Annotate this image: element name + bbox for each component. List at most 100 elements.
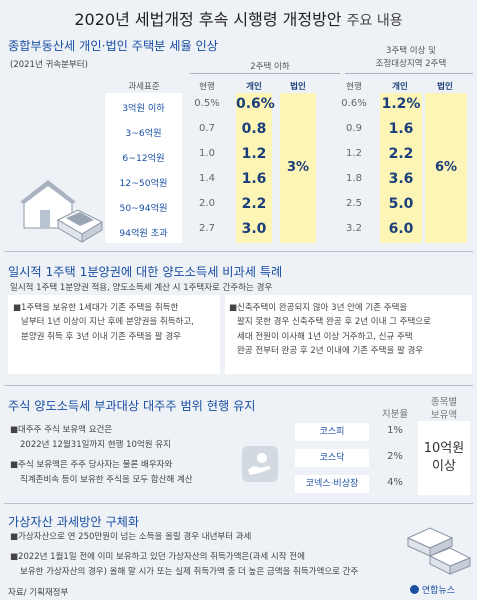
section2-intro: 일시적 1주택 1분양권 적용, 양도소득세 계산 시 1주택자로 간주하는 경…: [10, 283, 273, 293]
line: 팔지 못한 경우 신축주택 완공 후 2년 이내 그 주택으로: [237, 317, 431, 328]
corp2-value: 6%: [434, 160, 458, 175]
base-label: 12~50억원: [119, 178, 168, 189]
share-konex: 4%: [387, 477, 403, 488]
share-kospi: 1%: [387, 425, 403, 436]
section3-heading: 주식 양도소득세 부과대상 대주주 범위 현행 유지: [8, 399, 256, 413]
ind1-value: 0.8: [241, 121, 267, 137]
section2-left-text: ■1주택을 보유한 1세대가 기존 주택을 취득한 날부터 1년 이상이 지난 …: [13, 301, 218, 344]
line: 세대 전원이 이사해 1년 이상 거주하고, 신규 주택: [237, 331, 413, 342]
section4-bullet1: ■가상자산으로 연 250만원이 넘는 소득을 올릴 경우 내년부터 과세: [10, 530, 251, 545]
publisher-logo: 연합뉴스: [410, 583, 455, 596]
holding-value-1: 10억원: [423, 441, 465, 456]
cur2-value: 2.5: [346, 198, 362, 209]
share-kosdaq: 2%: [387, 451, 403, 462]
line: 분양권 취득 후 3년 이내 기존 주택을 팔 경우: [21, 331, 181, 342]
line: ■가상자산으로 연 250만원이 넘는 소득을 올릴 경우 내년부터 과세: [10, 532, 252, 542]
cur2-value: 0.9: [346, 123, 362, 134]
base-label: 94억원 초과: [119, 228, 168, 239]
separator: [4, 251, 473, 252]
section4-bullet2: ■2022년 1월1일 전에 이미 보유하고 있던 가상자산의 취득가액은(과세…: [10, 550, 358, 580]
cur1-value: 0.7: [199, 123, 215, 134]
ind2-value: 6.0: [388, 221, 414, 237]
separator: [4, 503, 473, 504]
section1-note: (2021년 귀속분부터): [10, 60, 88, 70]
group2-label-line2: 조정대상지역 2주택: [375, 59, 447, 69]
header-ind-1: 개인: [246, 82, 262, 92]
line: ■대주주 주식 보유액 요건은: [10, 425, 113, 435]
coins-illustration: [406, 527, 472, 575]
section1-heading: 종합부동산세 개인·법인 주택분 세율 인상: [8, 39, 218, 53]
corp1-band: [280, 93, 316, 243]
header-holding-1: 종목별: [430, 397, 458, 408]
cur1-value: 1.4: [199, 173, 215, 184]
ind1-value: 1.2: [241, 146, 267, 162]
cur1-value: 2.0: [199, 198, 215, 209]
line: 보유한 가상자산의 경우) 올해 말 시가 또는 실제 취득가액 중 더 높은 …: [20, 567, 359, 577]
base-label: 3억원 이하: [122, 103, 165, 114]
section2-heading: 일시적 1주택 1분양권에 대한 양도소득세 비과세 특례: [8, 265, 283, 279]
header-share: 지분율: [381, 409, 409, 420]
market-kospi: 코스피: [295, 423, 369, 441]
section2-right-box: [225, 295, 472, 374]
line: 완공 전부터 완공 후 2년 이내에 기존 주택을 팔 경우: [237, 346, 424, 357]
header-corp-1: 법인: [290, 82, 306, 92]
cur2-value: 1.8: [346, 173, 362, 184]
line: 2022년 12월31일까지 현행 10억원 유지: [20, 440, 171, 450]
header-cur-2: 현행: [346, 82, 362, 92]
base-label: 50~94억원: [119, 203, 168, 214]
ind1-band: [236, 93, 272, 243]
logo-icon: [410, 585, 419, 594]
header-base: 과세표준: [128, 82, 160, 92]
corp1-value: 3%: [286, 160, 310, 175]
group1-label: 2주택 이하: [250, 62, 290, 72]
line: ■1주택을 보유한 1세대가 기존 주택을 취득한: [13, 303, 179, 313]
ind1-value: 3.0: [241, 221, 267, 237]
page-title: 2020년 세법개정 후속 시행령 개정방안 주요 내용: [0, 6, 477, 30]
line: 날부터 1년 이상이 지난 후에 분양권을 취득하고,: [21, 317, 194, 328]
market-kosdaq: 코스닥: [295, 449, 369, 467]
section4-heading: 가상자산 과세방안 구체화: [8, 515, 140, 529]
ind1-value: 1.6: [241, 171, 267, 187]
title-sub: 주요 내용: [346, 13, 403, 29]
line: 직계존비속 등이 보유한 주식을 모두 합산해 계산: [20, 475, 193, 485]
section2-right-text: ■신축주택이 완공되지 않아 3년 안에 기존 주택을 팔지 못한 경우 신축주…: [229, 301, 471, 359]
cur1-value: 1.0: [199, 148, 215, 159]
cur2-value: 1.2: [346, 148, 362, 159]
cur1-value: 2.7: [199, 223, 215, 234]
group2-rule: [345, 73, 473, 74]
header-corp-2: 법인: [437, 82, 453, 92]
logo-text: 연합뉴스: [421, 586, 455, 596]
group1-rule: [190, 73, 340, 74]
ind2-band: [380, 93, 422, 243]
corp2-band: [425, 93, 467, 243]
ind1-value: 0.6%: [236, 96, 275, 112]
line: ■2022년 1월1일 전에 이미 보유하고 있던 가상자산의 취득가액은(과세…: [10, 552, 305, 562]
holding-value-2: 이상: [432, 459, 456, 474]
ind2-value: 1.2%: [381, 96, 421, 112]
title-main: 2020년 세법개정 후속 시행령 개정방안: [74, 10, 342, 29]
separator: [4, 385, 473, 386]
base-label: 6~12억원: [122, 153, 165, 164]
cur2-value: 3.2: [346, 223, 362, 234]
base-column: [105, 93, 182, 243]
header-ind-2: 개인: [392, 82, 408, 92]
base-label: 3~6억원: [125, 128, 162, 139]
houses-illustration: [20, 180, 104, 243]
market-konex: 코넥스·비상장: [295, 475, 369, 493]
section3-bullet2: ■주식 보유액은 주주 당사자는 물론 배우자와 직계존비속 등이 보유한 주식…: [10, 458, 240, 488]
source-note: 자료/ 기획재정부: [8, 588, 69, 598]
ind2-value: 3.6: [388, 171, 414, 187]
cur2-value: 0.6%: [341, 98, 367, 109]
header-cur-1: 현행: [199, 82, 215, 92]
holding-box: [418, 421, 470, 495]
ind2-value: 1.6: [388, 121, 414, 137]
section2-left-box: [8, 295, 220, 374]
header-holding-2: 보유액: [430, 410, 458, 421]
group2-label-line1: 3주택 이상 및: [386, 46, 436, 56]
section3-bullet1: ■대주주 주식 보유액 요건은 2022년 12월31일까지 현행 10억원 유…: [10, 423, 240, 453]
ind2-value: 5.0: [388, 196, 414, 212]
hand-coin-icon: [242, 446, 278, 482]
line: ■신축주택이 완공되지 않아 3년 안에 기존 주택을: [229, 303, 408, 313]
ind2-value: 2.2: [388, 146, 414, 162]
